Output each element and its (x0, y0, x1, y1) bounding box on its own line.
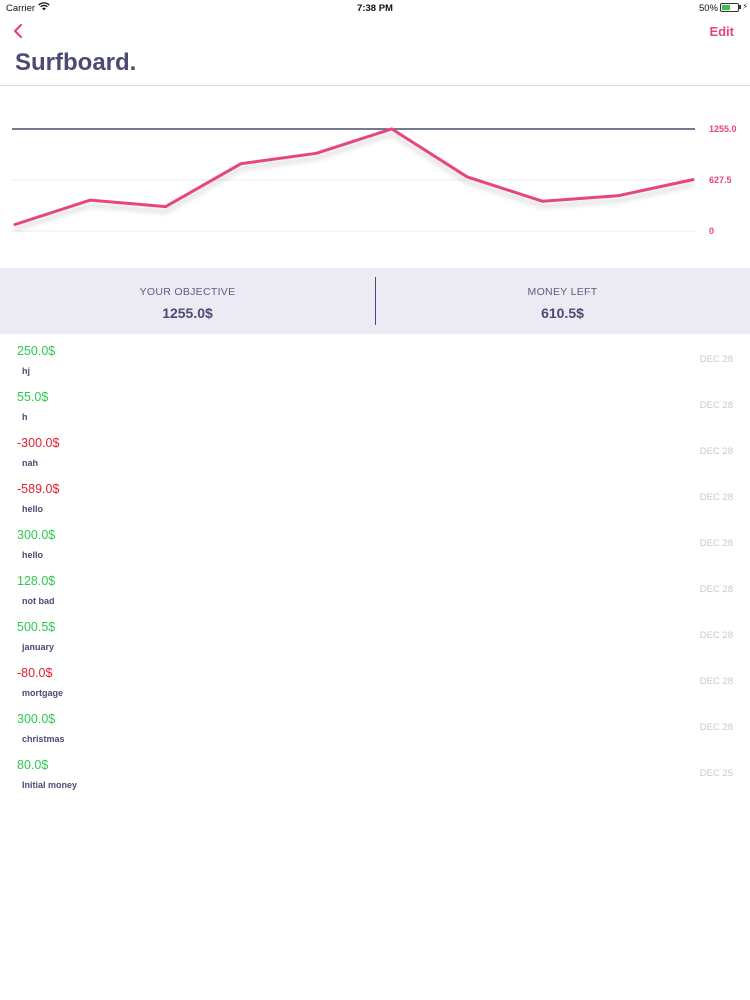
page-title: Surfboard. (15, 49, 137, 76)
transaction-row[interactable]: 300.0$ hello DEC 28 (0, 518, 750, 564)
transaction-note: mortgage (22, 688, 64, 698)
transaction-row[interactable]: 128.0$ not bad DEC 28 (0, 564, 750, 610)
transaction-note: january (22, 642, 55, 652)
transaction-row[interactable]: -300.0$ nah DEC 28 (0, 426, 750, 472)
transaction-date: DEC 28 (699, 538, 733, 549)
transaction-date: DEC 28 (699, 722, 733, 733)
transaction-amount: -589.0$ (17, 482, 60, 496)
battery-percent: 50% (698, 3, 718, 14)
objective-label: YOUR OBJECTIVE (139, 286, 236, 298)
transaction-row[interactable]: 300.0$ christmas DEC 28 (0, 702, 750, 748)
savings-line-chart: 1255.0 627.5 0 (12, 124, 737, 236)
transaction-note: hello (22, 504, 44, 514)
transaction-row[interactable]: 55.0$ h DEC 28 (0, 380, 750, 426)
battery-cap (739, 5, 741, 9)
transaction-row[interactable]: -589.0$ hello DEC 28 (0, 472, 750, 518)
objective-value: 1255.0$ (162, 305, 213, 321)
money-left-label: MONEY LEFT (527, 286, 598, 298)
money-left-value: 610.5$ (541, 305, 584, 321)
summary-divider (375, 277, 376, 325)
transaction-amount: 500.5$ (17, 620, 56, 634)
transaction-amount: 80.0$ (17, 758, 49, 772)
money-left-column: MONEY LEFT 610.5$ (375, 268, 750, 334)
transaction-row[interactable]: 500.5$ january DEC 28 (0, 610, 750, 656)
transaction-date: DEC 28 (699, 400, 733, 411)
transaction-amount: 300.0$ (17, 712, 56, 726)
series-line (13, 127, 695, 226)
header-divider (0, 85, 750, 86)
transaction-date: DEC 28 (699, 630, 733, 641)
transaction-date: DEC 28 (699, 584, 733, 595)
transaction-date: DEC 28 (699, 492, 733, 503)
objective-column: YOUR OBJECTIVE 1255.0$ (0, 268, 375, 334)
edit-button[interactable]: Edit (709, 24, 734, 39)
wifi-icon (38, 2, 50, 11)
transaction-list: 250.0$ hj DEC 28 55.0$ h DEC 28 -300.0$ … (0, 334, 750, 794)
transaction-note: Initial money (22, 780, 78, 790)
summary-panel: YOUR OBJECTIVE 1255.0$ MONEY LEFT 610.5$ (0, 268, 750, 334)
carrier-label: Carrier (6, 3, 36, 14)
status-time: 7:38 PM (357, 3, 393, 14)
transaction-amount: -300.0$ (17, 436, 60, 450)
transaction-note: nah (22, 458, 39, 468)
transaction-row[interactable]: 80.0$ Initial money DEC 25 (0, 748, 750, 794)
transaction-row[interactable]: -80.0$ mortgage DEC 28 (0, 656, 750, 702)
y-tick-label: 1255.0 (709, 124, 737, 134)
transaction-note: hello (22, 550, 44, 560)
transaction-row[interactable]: 250.0$ hj DEC 28 (0, 334, 750, 380)
battery-icon (720, 3, 739, 12)
transaction-amount: 250.0$ (17, 344, 56, 358)
transaction-note: not bad (22, 596, 55, 606)
charging-icon: ⚡ (742, 2, 748, 11)
transaction-date: DEC 28 (699, 354, 733, 365)
y-tick-label: 0 (709, 226, 714, 236)
transaction-amount: -80.0$ (17, 666, 53, 680)
transaction-note: h (22, 412, 28, 422)
transaction-amount: 55.0$ (17, 390, 49, 404)
chevron-left-icon[interactable] (8, 20, 30, 42)
transaction-note: christmas (22, 734, 65, 744)
transaction-date: DEC 28 (699, 676, 733, 687)
series-line-shadow (14, 131, 694, 232)
transaction-date: DEC 28 (699, 446, 733, 457)
transaction-amount: 300.0$ (17, 528, 56, 542)
transaction-note: hj (22, 366, 30, 376)
y-tick-label: 627.5 (709, 175, 732, 185)
transaction-amount: 128.0$ (17, 574, 56, 588)
status-bar: Carrier 7:38 PM 50% ⚡ (0, 0, 750, 16)
transaction-date: DEC 25 (699, 768, 733, 779)
